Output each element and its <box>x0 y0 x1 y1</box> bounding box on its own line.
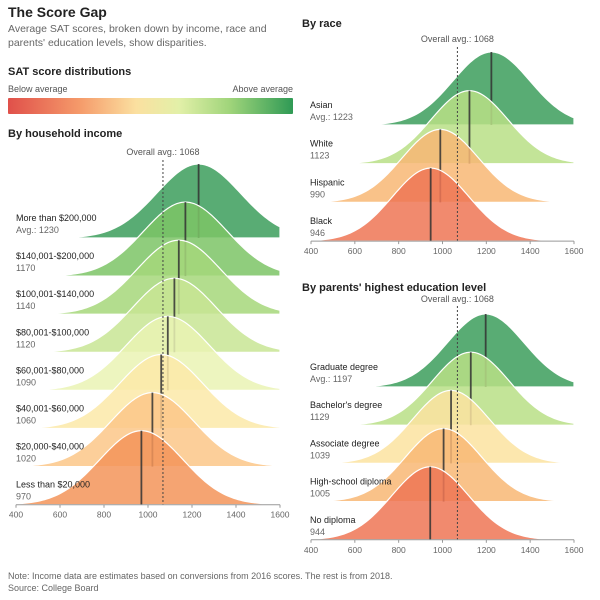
x-tick-label: 800 <box>97 510 111 520</box>
x-tick-label: 1600 <box>565 545 584 555</box>
series-label: $60,001-$80,000 <box>16 365 84 375</box>
series-label: White <box>310 139 333 149</box>
distribution-area <box>15 201 281 277</box>
distribution-area <box>15 239 281 315</box>
distribution-area <box>15 353 281 430</box>
income-section-title: By household income <box>8 128 123 140</box>
education-ridgeline-chart: Graduate degree Avg.: 1197 Bachelor's degr… <box>304 294 584 555</box>
distribution-area <box>310 389 575 464</box>
footer-notes: Note: Income data are estimates based on… <box>8 570 393 594</box>
series-avg-label: 1120 <box>16 339 35 349</box>
series-label: Black <box>310 216 333 226</box>
x-tick-label: 1000 <box>433 545 452 555</box>
x-tick-label: 600 <box>348 545 362 555</box>
distribution-area <box>15 315 281 391</box>
income-ridgeline-chart: More than $200,000 Avg.: 1230 $140,001-$20… <box>9 147 290 520</box>
distribution-area <box>310 90 575 165</box>
series-label: $40,001-$60,000 <box>16 404 84 414</box>
overall-average-label: Overall avg.: 1068 <box>421 294 494 304</box>
series-label: Associate degree <box>310 438 380 448</box>
series-avg-label: 1140 <box>16 301 35 311</box>
x-tick-label: 1200 <box>477 545 496 555</box>
x-tick-label: 1600 <box>271 510 290 520</box>
series-avg-label: Avg.: 1197 <box>310 374 352 384</box>
distribution-area <box>311 313 575 388</box>
legend-title: SAT score distributions <box>8 66 132 78</box>
source-note: Source: College Board <box>8 583 99 593</box>
x-tick-label: 1200 <box>183 510 202 520</box>
series-avg-label: 1170 <box>16 263 35 273</box>
series-avg-label: 1005 <box>310 489 330 499</box>
chart-title: The Score Gap <box>8 4 107 20</box>
distribution-area <box>310 167 575 242</box>
legend-low-label: Below average <box>8 84 68 94</box>
series-label: Hispanic <box>310 177 345 187</box>
x-tick-label: 400 <box>9 510 23 520</box>
series-avg-label: 1123 <box>310 151 329 161</box>
distribution-area <box>310 466 575 541</box>
overall-average-label: Overall avg.: 1068 <box>421 34 494 44</box>
series-label: $20,000-$40,000 <box>16 442 84 452</box>
x-tick-label: 1000 <box>433 246 452 256</box>
legend-gradient-bar <box>8 98 293 114</box>
x-tick-label: 400 <box>304 545 318 555</box>
x-tick-label: 600 <box>348 246 362 256</box>
series-avg-label: 970 <box>16 492 31 502</box>
series-label: Asian <box>310 100 333 110</box>
series-avg-label: 1060 <box>16 416 36 426</box>
chart-subtitle: Average SAT scores, broken down by incom… <box>8 23 267 49</box>
x-tick-label: 1200 <box>477 246 496 256</box>
series-avg-label: 1020 <box>16 454 36 464</box>
education-section-title: By parents' highest education level <box>302 282 487 294</box>
x-tick-label: 600 <box>53 510 67 520</box>
x-tick-label: 1400 <box>521 246 540 256</box>
distribution-area <box>310 351 575 426</box>
x-tick-label: 1400 <box>227 510 246 520</box>
series-label: $100,001-$140,000 <box>16 289 94 299</box>
series-avg-label: 946 <box>310 228 325 238</box>
distribution-area <box>310 128 575 203</box>
series-label: $140,001-$200,000 <box>16 251 94 261</box>
x-tick-label: 1000 <box>139 510 158 520</box>
series-avg-label: Avg.: 1230 <box>16 225 59 235</box>
series-label: $80,001-$100,000 <box>16 327 89 337</box>
series-label: Less than $20,000 <box>16 480 90 490</box>
x-tick-label: 800 <box>392 545 406 555</box>
x-tick-label: 1600 <box>565 246 584 256</box>
overall-average-label: Overall avg.: 1068 <box>126 147 199 157</box>
distribution-area <box>15 430 281 506</box>
series-avg-label: 944 <box>310 527 325 537</box>
series-avg-label: 990 <box>310 189 325 199</box>
race-ridgeline-chart: Asian Avg.: 1223 White 1123 Hispanic 990 Black… <box>304 34 584 256</box>
series-avg-label: 1090 <box>16 377 36 387</box>
x-tick-label: 800 <box>392 246 406 256</box>
distribution-area <box>15 391 281 468</box>
series-avg-label: Avg.: 1223 <box>310 112 353 122</box>
footnote: Note: Income data are estimates based on… <box>8 571 393 581</box>
series-label: No diploma <box>310 515 356 525</box>
series-label: Graduate degree <box>310 362 378 372</box>
series-label: High-school diploma <box>310 477 392 487</box>
series-label: More than $200,000 <box>16 213 97 223</box>
distribution-area <box>311 51 575 126</box>
x-tick-label: 400 <box>304 246 318 256</box>
distribution-area <box>15 277 281 353</box>
x-tick-label: 1400 <box>521 545 540 555</box>
race-section-title: By race <box>302 18 342 30</box>
series-avg-label: 1039 <box>310 450 330 460</box>
series-label: Bachelor's degree <box>310 400 382 410</box>
legend-high-label: Above average <box>232 84 293 94</box>
series-avg-label: 1129 <box>310 412 329 422</box>
